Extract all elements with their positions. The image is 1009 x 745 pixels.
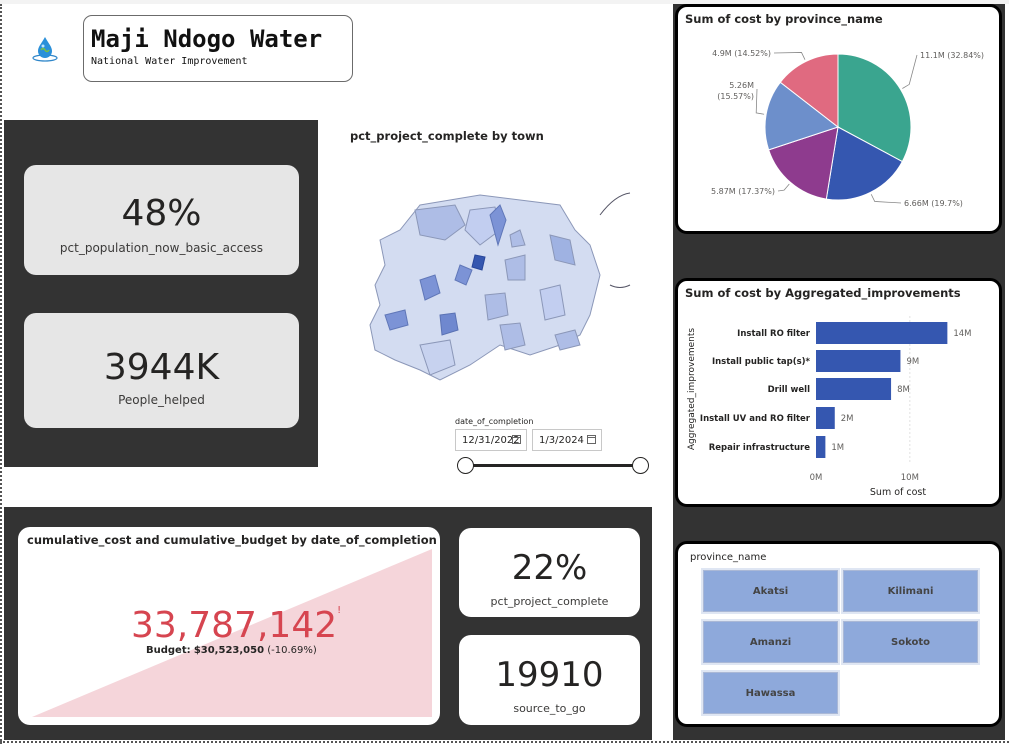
budget-delta: (-10.69%) [267, 645, 317, 656]
province-item[interactable]: Amanzi [703, 621, 838, 663]
pie-slice[interactable] [764, 81, 840, 151]
pie-data-label: 5.87M (17.37%) [711, 187, 775, 196]
date-end-value: 1/3/2024 [539, 435, 584, 446]
top-rule [0, 0, 1009, 4]
bar[interactable] [816, 322, 948, 344]
bar-value-label: 9M [906, 357, 919, 367]
pie-data-label: 5.26M (15.57%) [717, 81, 754, 101]
bar-category-label: Install UV and RO filter [700, 414, 811, 424]
people-helped-card[interactable]: 3944K People_helped [24, 313, 299, 428]
date-start-value: 12/31/2022 [462, 435, 520, 446]
pie-slice[interactable] [825, 126, 903, 201]
calendar-icon[interactable] [587, 435, 596, 444]
province-slicer-title: province_name [690, 552, 767, 563]
cumulative-value-number: 33,787,142 [131, 605, 338, 646]
date-slider-start-handle[interactable] [457, 457, 474, 474]
province-item[interactable]: Sokoto [843, 621, 978, 663]
cumulative-value-marker: ! [337, 605, 342, 616]
cumulative-title: cumulative_cost and cumulative_budget by… [27, 533, 437, 547]
cumulative-area [32, 549, 432, 717]
pie-chart[interactable]: 11.1M (32.84%) 6.66M (19.7%) 5.87M (17.37%… [678, 7, 999, 231]
cumulative-card[interactable]: cumulative_cost and cumulative_budget by… [18, 527, 440, 725]
basic-access-label: pct_population_now_basic_access [59, 241, 264, 255]
pie-leader-line [902, 54, 918, 89]
people-helped-value: 3944K [103, 347, 220, 388]
pie-leader-line [755, 88, 765, 115]
bar-value-label: 2M [841, 414, 854, 424]
bar-value-label: 1M [831, 443, 844, 453]
bar-category-label: Install public tap(s)* [712, 357, 811, 367]
province-item[interactable]: Kilimani [843, 570, 978, 612]
page-subtitle: National Water Improvement [91, 56, 248, 67]
bar[interactable] [816, 436, 826, 458]
cumulative-budget: Budget: $30,523,050 (-10.69%) [146, 645, 317, 656]
town-map[interactable] [360, 185, 640, 390]
project-complete-label: pct_project_complete [490, 595, 609, 608]
bar[interactable] [816, 378, 892, 400]
bar-card[interactable]: Sum of cost by Aggregated_improvements I… [675, 278, 1002, 507]
budget-label: Budget: [146, 645, 191, 656]
source-to-go-card[interactable]: 19910 source_to_go [459, 635, 640, 725]
x-tick-label: 10M [901, 473, 919, 483]
pie-slice[interactable] [837, 53, 912, 163]
province-slicer-card: province_name Akatsi Kilimani Amanzi Sok… [675, 541, 1002, 727]
bar-category-label: Drill well [768, 385, 810, 395]
bar-category-label: Repair infrastructure [709, 443, 810, 453]
project-complete-card[interactable]: 22% pct_project_complete [459, 528, 640, 617]
date-start-input[interactable]: 12/31/2022 [455, 429, 527, 451]
project-complete-value: 22% [511, 548, 588, 588]
bar-title: Sum of cost by Aggregated_improvements [685, 286, 961, 300]
cumulative-value: 33,787,142! [131, 605, 341, 646]
page-left-border [0, 4, 2, 744]
date-slicer-label: date_of_completion [455, 417, 534, 426]
cumulative-area-svg [32, 549, 432, 717]
source-to-go-label: source_to_go [513, 702, 586, 715]
logo [30, 34, 60, 64]
bar-value-label: 14M [953, 329, 971, 339]
y-axis-label: Aggregated_improvements [687, 328, 697, 451]
source-to-go-value: 19910 [495, 655, 604, 695]
title-card: Maji Ndogo Water National Water Improvem… [83, 15, 353, 82]
pie-card[interactable]: Sum of cost by province_name 11.1M (32.8… [675, 4, 1002, 234]
map-svg [369, 192, 631, 381]
page-title: Maji Ndogo Water [91, 25, 323, 53]
budget-value: $30,523,050 [193, 645, 265, 656]
pie-leader-line [777, 183, 790, 192]
calendar-icon[interactable] [512, 435, 521, 444]
map-title: pct_project_complete by town [350, 129, 544, 143]
pie-slice[interactable] [779, 53, 839, 129]
x-tick-label: 0M [810, 473, 823, 483]
pie-leader-line [773, 52, 806, 60]
people-helped-label: People_helped [118, 393, 205, 407]
basic-access-card[interactable]: 48% pct_population_now_basic_access [24, 165, 299, 275]
bar-chart[interactable]: Install RO filter 14M Install public tap(s… [678, 281, 999, 504]
date-end-input[interactable]: 1/3/2024 [532, 429, 602, 451]
x-axis-label: Sum of cost [870, 487, 926, 498]
date-slider-end-handle[interactable] [632, 457, 649, 474]
province-item[interactable]: Hawassa [703, 672, 838, 714]
water-drop-globe-icon [32, 37, 58, 62]
bar[interactable] [816, 407, 835, 429]
bar[interactable] [816, 350, 901, 372]
pie-data-label: 4.9M (14.52%) [712, 49, 771, 58]
bar-value-label: 8M [897, 385, 910, 395]
date-slider-track[interactable] [465, 464, 641, 467]
pie-slice[interactable] [768, 126, 839, 200]
pie-title: Sum of cost by province_name [685, 12, 883, 26]
pie-leader-line [870, 194, 902, 204]
pie-data-label: 11.1M (32.84%) [920, 51, 984, 60]
province-item[interactable]: Akatsi [703, 570, 838, 612]
pie-data-label: 6.66M (19.7%) [904, 199, 963, 208]
basic-access-value: 48% [121, 193, 202, 234]
bar-category-label: Install RO filter [737, 329, 811, 339]
page-bottom-border [0, 741, 1009, 743]
